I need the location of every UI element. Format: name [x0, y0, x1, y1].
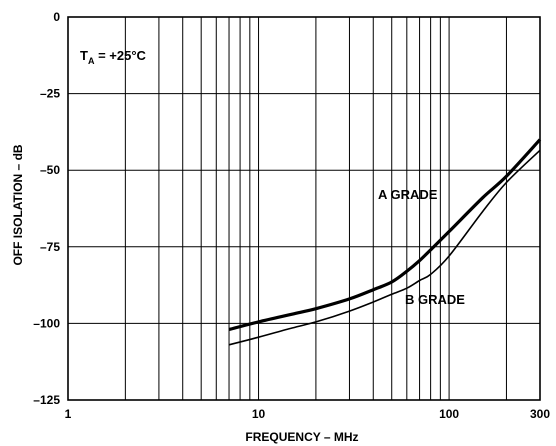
series-label-b-grade: B GRADE	[405, 292, 465, 307]
series-lines	[228, 138, 542, 346]
series-label-a-grade: A GRADE	[378, 187, 438, 202]
x-tick-label: 100	[439, 407, 459, 421]
y-axis-title: OFF ISOLATION – dB	[11, 144, 25, 265]
y-tick-label: –125	[33, 393, 60, 407]
y-tick-label: –100	[33, 316, 60, 330]
y-tick-label: 0	[53, 10, 60, 24]
series-line-b-grade	[228, 149, 541, 346]
temperature-subscript: A	[88, 56, 95, 66]
plot-frame	[67, 16, 541, 401]
x-tick-label: 10	[252, 407, 266, 421]
temperature-value: = +25°C	[94, 48, 146, 63]
grid	[68, 17, 540, 400]
y-tick-label: –50	[40, 163, 60, 177]
temperature-symbol: T	[80, 48, 88, 63]
x-tick-label: 300	[530, 407, 550, 421]
series-line-a-grade	[228, 138, 542, 332]
tick-labels: 0 –25 –50 –75 –100 –125 1 10 100 300	[33, 10, 550, 421]
y-tick-label: –75	[40, 240, 60, 254]
x-axis-title: FREQUENCY – MHz	[245, 430, 358, 444]
x-tick-label: 1	[65, 407, 72, 421]
y-tick-label: –25	[40, 87, 60, 101]
temperature-condition: TA = +25°C	[80, 48, 147, 66]
